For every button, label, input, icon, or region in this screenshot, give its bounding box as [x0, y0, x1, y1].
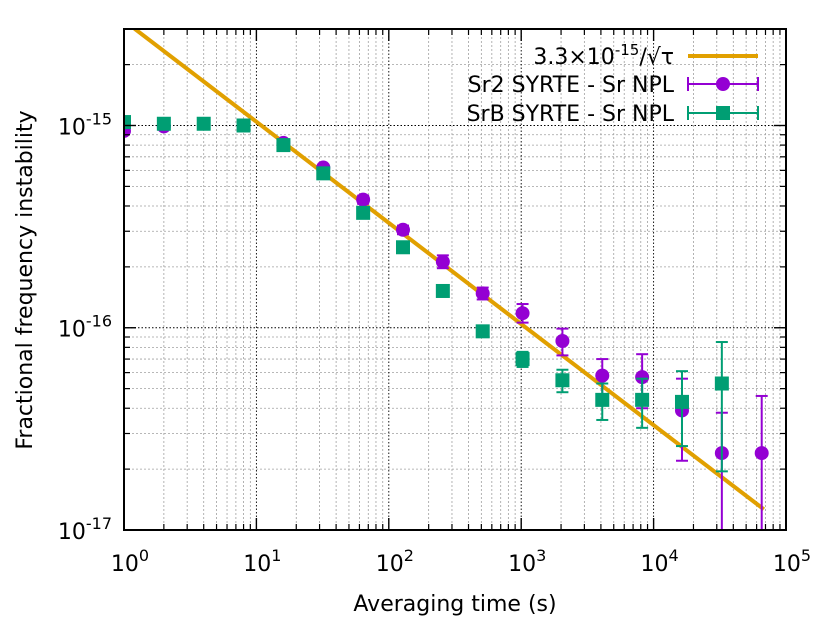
x-tick-label: 103 [508, 546, 546, 577]
y-tick-label: 10-17 [58, 514, 112, 545]
data-point-square [124, 115, 131, 130]
y-tick-labels: 10-17 10-16 10-15 [58, 109, 112, 545]
data-point-circle [515, 306, 530, 321]
fit-line [133, 29, 766, 511]
legend: 3.3×10-15/√τ Sr2 SYRTE - Sr NPL SrB SYRT… [467, 41, 759, 127]
x-tick-label: 101 [243, 546, 281, 577]
data-point-square [395, 240, 410, 255]
data-point-square [156, 116, 171, 131]
data-point-square [714, 376, 729, 391]
data-point-square [674, 394, 689, 409]
y-axis-label: Fractional frequency instability [13, 110, 38, 449]
plot-area [124, 29, 769, 530]
x-tick-label: 100 [111, 546, 149, 577]
legend-fit-suffix: /√τ [639, 45, 674, 70]
data-point-square [435, 283, 450, 298]
minor-grid [124, 28, 786, 530]
data-point-square [635, 392, 650, 407]
legend-fit-exponent: -15 [615, 41, 640, 59]
data-point-circle [356, 192, 371, 207]
legend-marker [716, 77, 730, 91]
data-point-circle [595, 368, 610, 383]
data-point-square [475, 324, 490, 339]
legend-label-fit: 3.3×10-15/√τ [533, 41, 674, 70]
data-point-circle [555, 333, 570, 348]
fit-layer [133, 29, 766, 511]
series-srb [124, 115, 729, 473]
x-tick-label: 102 [376, 546, 414, 577]
data-point-square [236, 118, 251, 133]
series-layer [124, 115, 769, 530]
data-point-square [276, 138, 291, 153]
legend-sr2-swatch [687, 77, 759, 91]
legend-fit-prefix: 3.3×10 [533, 45, 614, 70]
legend-label-srb: SrB SYRTE - Sr NPL [467, 102, 675, 127]
legend-srb-swatch [687, 106, 759, 120]
data-point-square [515, 352, 530, 367]
data-point-circle [754, 446, 769, 461]
x-tick-labels: 100 101 102 103 104 105 [111, 546, 811, 577]
data-point-square [316, 166, 331, 181]
tick-marks [123, 28, 787, 531]
y-tick-label: 10-15 [58, 109, 112, 140]
data-point-square [356, 205, 371, 220]
legend-label-sr2: Sr2 SYRTE - Sr NPL [468, 73, 675, 98]
x-tick-label: 104 [641, 546, 679, 577]
y-tick-label: 10-16 [58, 312, 112, 343]
data-point-circle [435, 254, 450, 269]
plot-frame [123, 28, 787, 531]
data-point-square [595, 392, 610, 407]
data-point-square [555, 373, 570, 388]
x-axis-label: Averaging time (s) [353, 592, 556, 617]
legend-marker [716, 106, 730, 120]
data-point-circle [475, 286, 490, 301]
data-point-square [196, 116, 211, 131]
x-tick-label: 105 [773, 546, 811, 577]
data-point-circle [395, 222, 410, 237]
data-point-circle [635, 370, 650, 385]
